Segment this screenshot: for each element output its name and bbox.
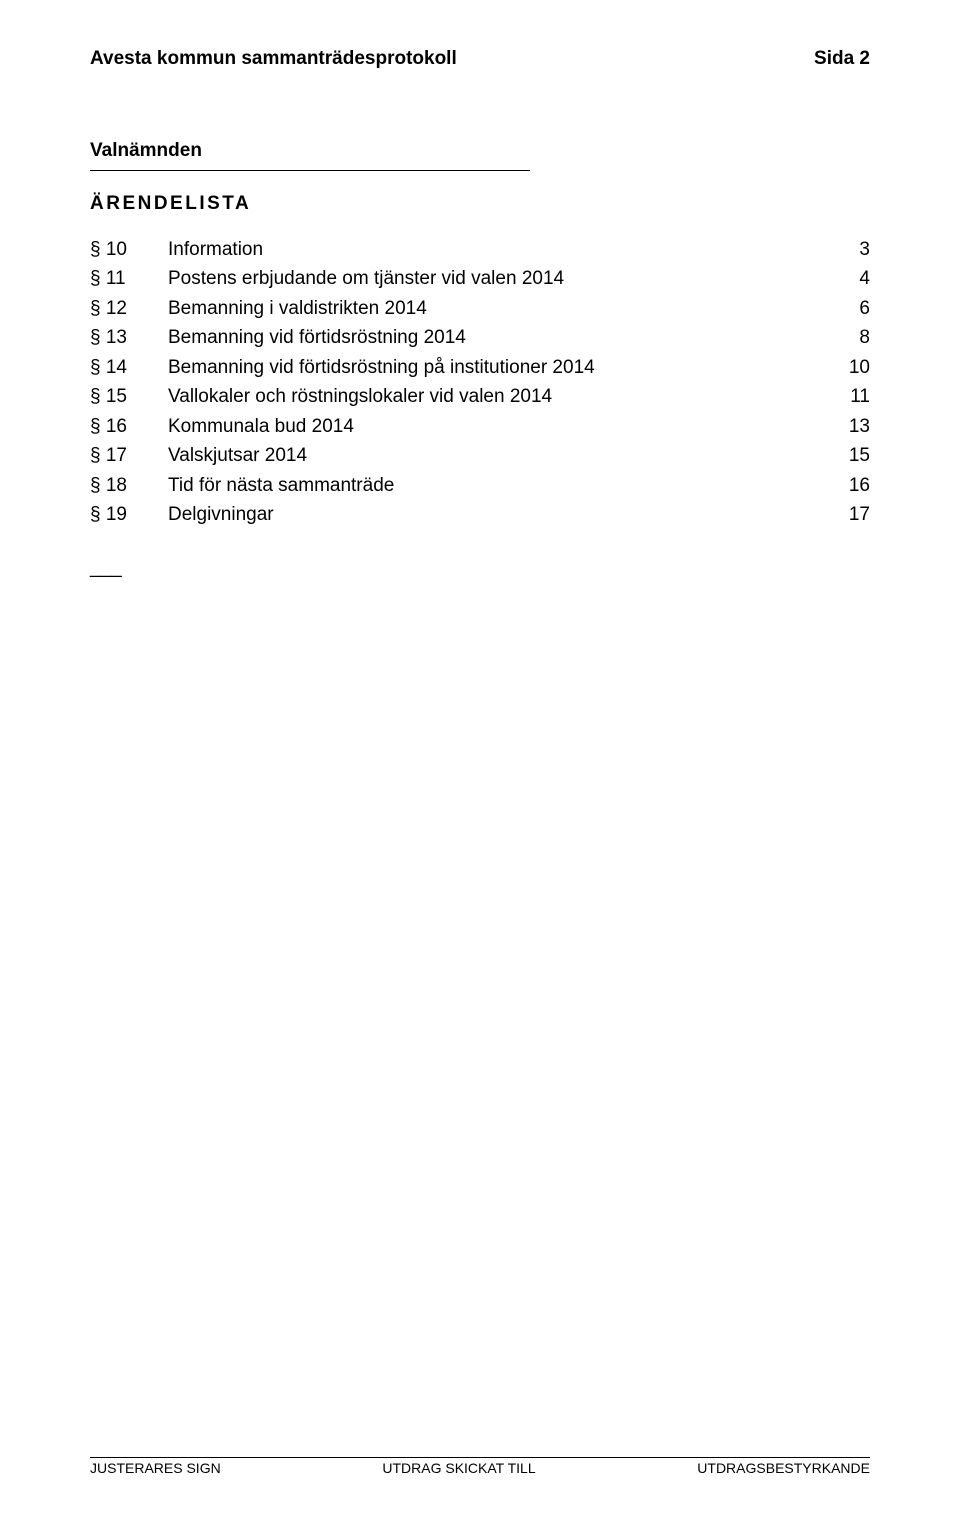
toc: § 10 Information 3 § 11 Postens erbjudan… xyxy=(90,235,870,529)
toc-page: 11 xyxy=(830,382,870,411)
toc-num: § 11 xyxy=(90,264,168,293)
toc-label: Tid för nästa sammanträde xyxy=(168,471,830,500)
header-right: Sida 2 xyxy=(814,48,870,70)
footer-left: JUSTERARES SIGN xyxy=(90,1460,221,1476)
toc-label: Valskjutsar 2014 xyxy=(168,441,830,470)
footer-right: UTDRAGSBESTYRKANDE xyxy=(697,1460,870,1476)
toc-num: § 18 xyxy=(90,471,168,500)
toc-num: § 14 xyxy=(90,353,168,382)
toc-page: 3 xyxy=(830,235,870,264)
toc-row: § 13 Bemanning vid förtidsröstning 2014 … xyxy=(90,323,870,352)
toc-row: § 18 Tid för nästa sammanträde 16 xyxy=(90,471,870,500)
toc-label: Bemanning i valdistrikten 2014 xyxy=(168,294,830,323)
section-underline xyxy=(90,170,530,171)
toc-row: § 17 Valskjutsar 2014 15 xyxy=(90,441,870,470)
toc-label: Vallokaler och röstningslokaler vid vale… xyxy=(168,382,830,411)
toc-label: Information xyxy=(168,235,830,264)
footer-line xyxy=(90,1457,870,1458)
toc-title: ÄRENDELISTA xyxy=(90,193,870,215)
toc-row: § 15 Vallokaler och röstningslokaler vid… xyxy=(90,382,870,411)
toc-page: 16 xyxy=(830,471,870,500)
toc-label: Delgivningar xyxy=(168,500,830,529)
footer-row: JUSTERARES SIGN UTDRAG SKICKAT TILL UTDR… xyxy=(90,1460,870,1476)
toc-num: § 13 xyxy=(90,323,168,352)
page-footer: JUSTERARES SIGN UTDRAG SKICKAT TILL UTDR… xyxy=(90,1457,870,1476)
toc-row: § 16 Kommunala bud 2014 13 xyxy=(90,412,870,441)
toc-page: 15 xyxy=(830,441,870,470)
toc-page: 17 xyxy=(830,500,870,529)
toc-label: Bemanning vid förtidsröstning 2014 xyxy=(168,323,830,352)
footer-center: UTDRAG SKICKAT TILL xyxy=(382,1460,535,1476)
toc-num: § 17 xyxy=(90,441,168,470)
page: Avesta kommun sammanträdesprotokoll Sida… xyxy=(0,0,960,1536)
toc-row: § 10 Information 3 xyxy=(90,235,870,264)
toc-page: 6 xyxy=(830,294,870,323)
toc-num: § 15 xyxy=(90,382,168,411)
toc-row: § 12 Bemanning i valdistrikten 2014 6 xyxy=(90,294,870,323)
toc-num: § 12 xyxy=(90,294,168,323)
toc-num: § 16 xyxy=(90,412,168,441)
toc-label: Bemanning vid förtidsröstning på institu… xyxy=(168,353,830,382)
toc-num: § 10 xyxy=(90,235,168,264)
toc-label: Kommunala bud 2014 xyxy=(168,412,830,441)
toc-label: Postens erbjudande om tjänster vid valen… xyxy=(168,264,830,293)
page-header: Avesta kommun sammanträdesprotokoll Sida… xyxy=(90,48,870,70)
end-mark: ___ xyxy=(90,557,870,579)
section-title: Valnämnden xyxy=(90,140,870,162)
toc-row: § 11 Postens erbjudande om tjänster vid … xyxy=(90,264,870,293)
toc-page: 13 xyxy=(830,412,870,441)
toc-page: 10 xyxy=(830,353,870,382)
toc-num: § 19 xyxy=(90,500,168,529)
toc-page: 4 xyxy=(830,264,870,293)
toc-page: 8 xyxy=(830,323,870,352)
header-left: Avesta kommun sammanträdesprotokoll xyxy=(90,48,457,70)
toc-row: § 19 Delgivningar 17 xyxy=(90,500,870,529)
toc-row: § 14 Bemanning vid förtidsröstning på in… xyxy=(90,353,870,382)
